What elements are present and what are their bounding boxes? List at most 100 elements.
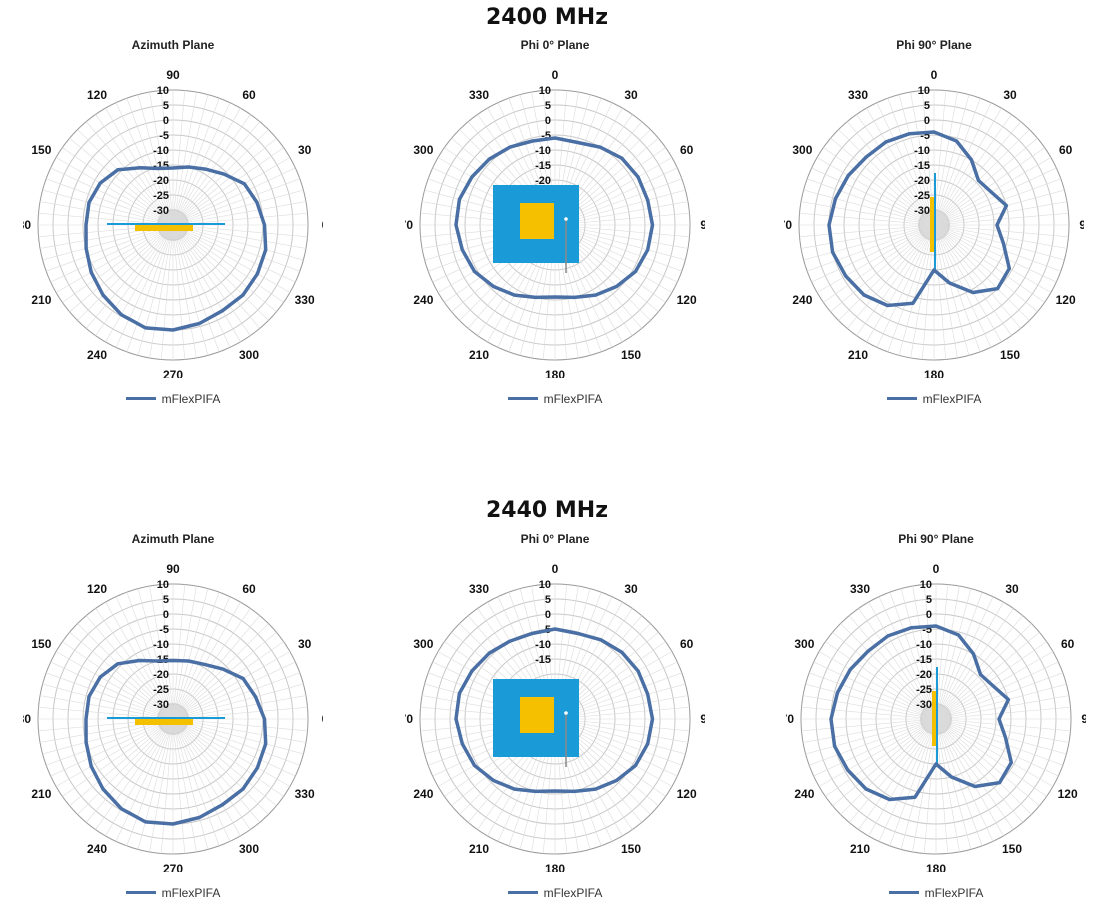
grid-spoke (137, 718, 174, 850)
grid-spoke (172, 623, 269, 720)
grid-spoke (802, 695, 937, 720)
grid-spoke (813, 661, 937, 720)
grid-spoke (935, 683, 1067, 720)
polar-chart: 0 30 60 90 120 150 180 210 240 270 300 330 10 5 0 -5 -10… (23, 562, 323, 872)
grid-spoke (62, 641, 174, 720)
grid-spoke (935, 608, 1014, 720)
angle-label: 330 (469, 88, 489, 102)
grid-spoke (172, 718, 251, 830)
angle-label: 90 (166, 68, 180, 82)
grid-spoke (933, 224, 1052, 293)
radial-tick-label: 5 (163, 594, 169, 606)
angle-label: 300 (239, 842, 259, 856)
grid-spoke (935, 585, 960, 720)
grid-spoke (172, 631, 277, 720)
grid-spoke (160, 718, 174, 854)
grid-spoke (39, 695, 174, 720)
grid-spoke (172, 601, 241, 720)
grid-spoke (805, 718, 937, 755)
grid-spoke (172, 718, 308, 732)
frequency-heading-2400: 2400 MHz (486, 5, 608, 30)
angle-label: 240 (413, 293, 433, 307)
angle-label: 330 (295, 787, 315, 801)
angle-label: 30 (624, 88, 638, 102)
radial-tick-label: -5 (920, 130, 930, 142)
angle-label: 0 (933, 562, 940, 576)
radial-tick-label: -10 (153, 639, 169, 651)
legend: mFlexPIFA (405, 391, 705, 406)
grid-spoke (55, 718, 174, 787)
antenna-inset-body (135, 718, 193, 725)
grid-spoke (823, 147, 935, 226)
grid-spoke (823, 224, 935, 303)
grid-spoke (172, 585, 197, 720)
grid-spoke (935, 718, 1067, 755)
grid-spoke (838, 224, 935, 321)
radial-tick-label: -10 (916, 639, 932, 651)
grid-spoke (809, 718, 937, 766)
angle-label: 210 (469, 842, 489, 856)
grid-spoke (856, 224, 935, 336)
grid-spoke (889, 718, 937, 846)
legend-label: mFlexPIFA (161, 885, 221, 900)
angle-label: 210 (469, 348, 489, 362)
grid-spoke (866, 107, 935, 226)
legend: mFlexPIFA (784, 391, 1084, 406)
angle-label: 300 (792, 143, 812, 157)
angle-label: 210 (850, 842, 870, 856)
grid-spoke (935, 718, 1059, 777)
grid-spoke (46, 718, 174, 766)
grid-spoke (840, 623, 937, 720)
grid-spoke (149, 585, 174, 720)
frequency-heading-2440: 2440 MHz (486, 498, 608, 523)
grid-spoke (46, 672, 174, 720)
grid-spoke (935, 718, 1063, 766)
radial-tick-label: 0 (545, 609, 551, 621)
radial-tick-label: -10 (153, 145, 169, 157)
angle-label: 60 (680, 143, 694, 157)
chart-panel: Phi 0° Plane 0 30 60 90 120 150 180 210 240 270 30… (405, 38, 705, 418)
grid-spoke (876, 102, 935, 226)
legend-label: mFlexPIFA (922, 391, 982, 406)
grid-spoke (935, 641, 1047, 720)
legend-swatch (125, 397, 156, 401)
radial-tick-label: 10 (539, 579, 551, 591)
grid-spoke (172, 224, 277, 313)
grid-spoke (172, 608, 251, 720)
grid-spoke (172, 224, 296, 283)
grid-spoke (172, 718, 220, 846)
grid-spoke (172, 224, 307, 249)
grid-spoke (172, 201, 307, 226)
grid-spoke (805, 683, 937, 720)
grid-spoke (172, 592, 220, 720)
grid-spoke (832, 718, 937, 807)
grid-spoke (172, 718, 241, 837)
grid-spoke (172, 167, 296, 226)
angle-label: 180 (924, 368, 944, 378)
grid-spoke (42, 683, 174, 720)
grid-spoke (149, 718, 174, 853)
angle-label: 180 (545, 862, 565, 872)
grid-spoke (933, 224, 958, 359)
angle-label: 0 (931, 68, 938, 82)
grid-spoke (42, 189, 174, 226)
grid-spoke (137, 588, 174, 720)
angle-label: 60 (1061, 637, 1075, 651)
grid-spoke (172, 157, 291, 226)
grid-spoke (825, 718, 937, 797)
grid-spoke (77, 129, 174, 226)
angle-label: 210 (848, 348, 868, 362)
angle-label: 300 (794, 637, 814, 651)
grid-spoke (172, 718, 269, 815)
grid-spoke (807, 178, 935, 226)
radial-tick-label: 10 (157, 85, 169, 97)
grid-spoke (933, 224, 1012, 336)
grid-spoke (933, 201, 1068, 226)
radial-tick-label: 0 (163, 115, 169, 127)
grid-spoke (172, 224, 209, 356)
grid-spoke (933, 178, 1061, 226)
radial-tick-label: -20 (153, 175, 169, 187)
angle-label: 60 (242, 88, 256, 102)
grid-spoke (95, 718, 174, 830)
grid-spoke (933, 224, 970, 356)
